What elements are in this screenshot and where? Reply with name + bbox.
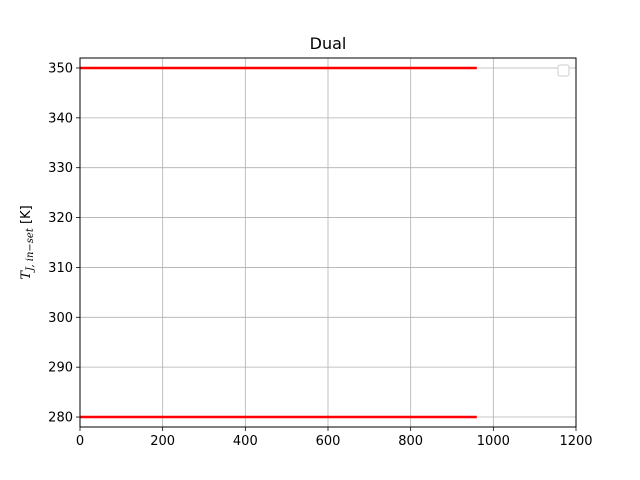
x-tick-label: 800 [398, 434, 423, 449]
legend-box [557, 64, 570, 77]
x-tick-label: 0 [76, 434, 84, 449]
y-tick-label: 340 [48, 111, 73, 126]
series-group [80, 66, 477, 419]
y-tick-label: 290 [48, 361, 73, 376]
y-tick-label: 280 [48, 411, 73, 426]
x-tick-label: 200 [150, 434, 175, 449]
y-tick-label: 330 [48, 161, 73, 176]
y-axis-label-unit: [K] [19, 205, 34, 228]
x-axis-ticks: 0 200 400 600 800 1000 1200 [76, 427, 593, 449]
x-tick-label: 1200 [559, 434, 592, 449]
y-axis-label: TJ, in−set [K] [19, 205, 36, 279]
y-axis-label-sub: J, in−set [25, 227, 36, 273]
y-tick-label: 310 [48, 261, 73, 276]
chart-title: Dual [310, 34, 347, 53]
x-tick-label: 400 [233, 434, 258, 449]
y-axis-ticks: 280 290 300 310 320 330 340 350 [48, 61, 80, 426]
y-tick-label: 320 [48, 211, 73, 226]
y-axis-label-main: T [19, 270, 34, 280]
y-tick-label: 300 [48, 311, 73, 326]
y-tick-label: 350 [48, 61, 73, 76]
grid [79, 58, 577, 427]
x-tick-label: 1000 [477, 434, 510, 449]
x-tick-label: 600 [316, 434, 341, 449]
